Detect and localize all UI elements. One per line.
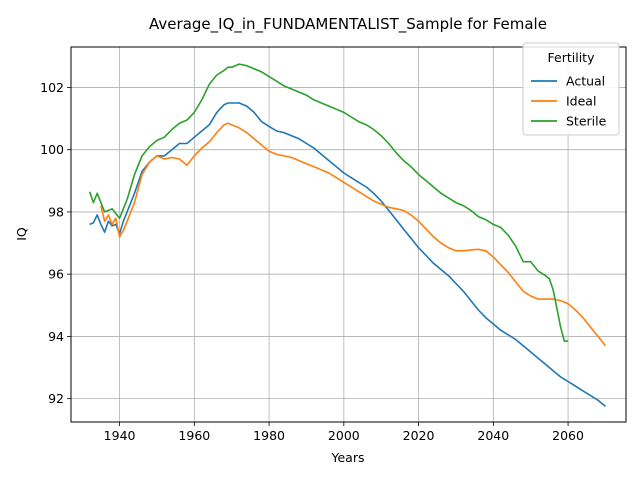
legend-label-sterile: Sterile (566, 114, 607, 129)
x-axis-ticks: 1940 1960 1980 2000 2020 2040 2060 (104, 422, 584, 443)
legend-label-ideal: Ideal (566, 94, 596, 109)
plot-frame (70, 46, 627, 423)
x-tick-label: 2040 (477, 428, 509, 443)
x-tick-label: 2060 (552, 428, 584, 443)
y-tick-label: 98 (48, 204, 64, 219)
y-tick-label: 100 (40, 142, 64, 157)
series-line-sterile (88, 63, 569, 342)
x-axis-label: Years (331, 450, 365, 465)
grid-lines (71, 47, 626, 422)
y-tick-label: 94 (48, 329, 64, 344)
legend-box (522, 42, 620, 136)
y-tick-label: 102 (40, 80, 64, 95)
y-tick-label: 92 (48, 391, 64, 406)
legend: Fertility Actual Ideal Sterile (522, 42, 620, 136)
legend-label-actual: Actual (566, 74, 605, 89)
x-tick-label: 1980 (253, 428, 285, 443)
legend-title: Fertility (548, 50, 596, 65)
series-layer (88, 63, 607, 408)
x-tick-label: 2000 (328, 428, 360, 443)
series-line-ideal (100, 122, 607, 347)
chart-title: Average_IQ_in_FUNDAMENTALIST_Sample for … (149, 15, 547, 34)
y-tick-label: 96 (48, 267, 64, 282)
y-axis-ticks: 92 94 96 98 100 102 (40, 80, 71, 406)
x-tick-label: 2020 (403, 428, 435, 443)
y-axis-label: IQ (14, 227, 29, 241)
x-tick-label: 1940 (104, 428, 136, 443)
x-tick-label: 1960 (178, 428, 210, 443)
